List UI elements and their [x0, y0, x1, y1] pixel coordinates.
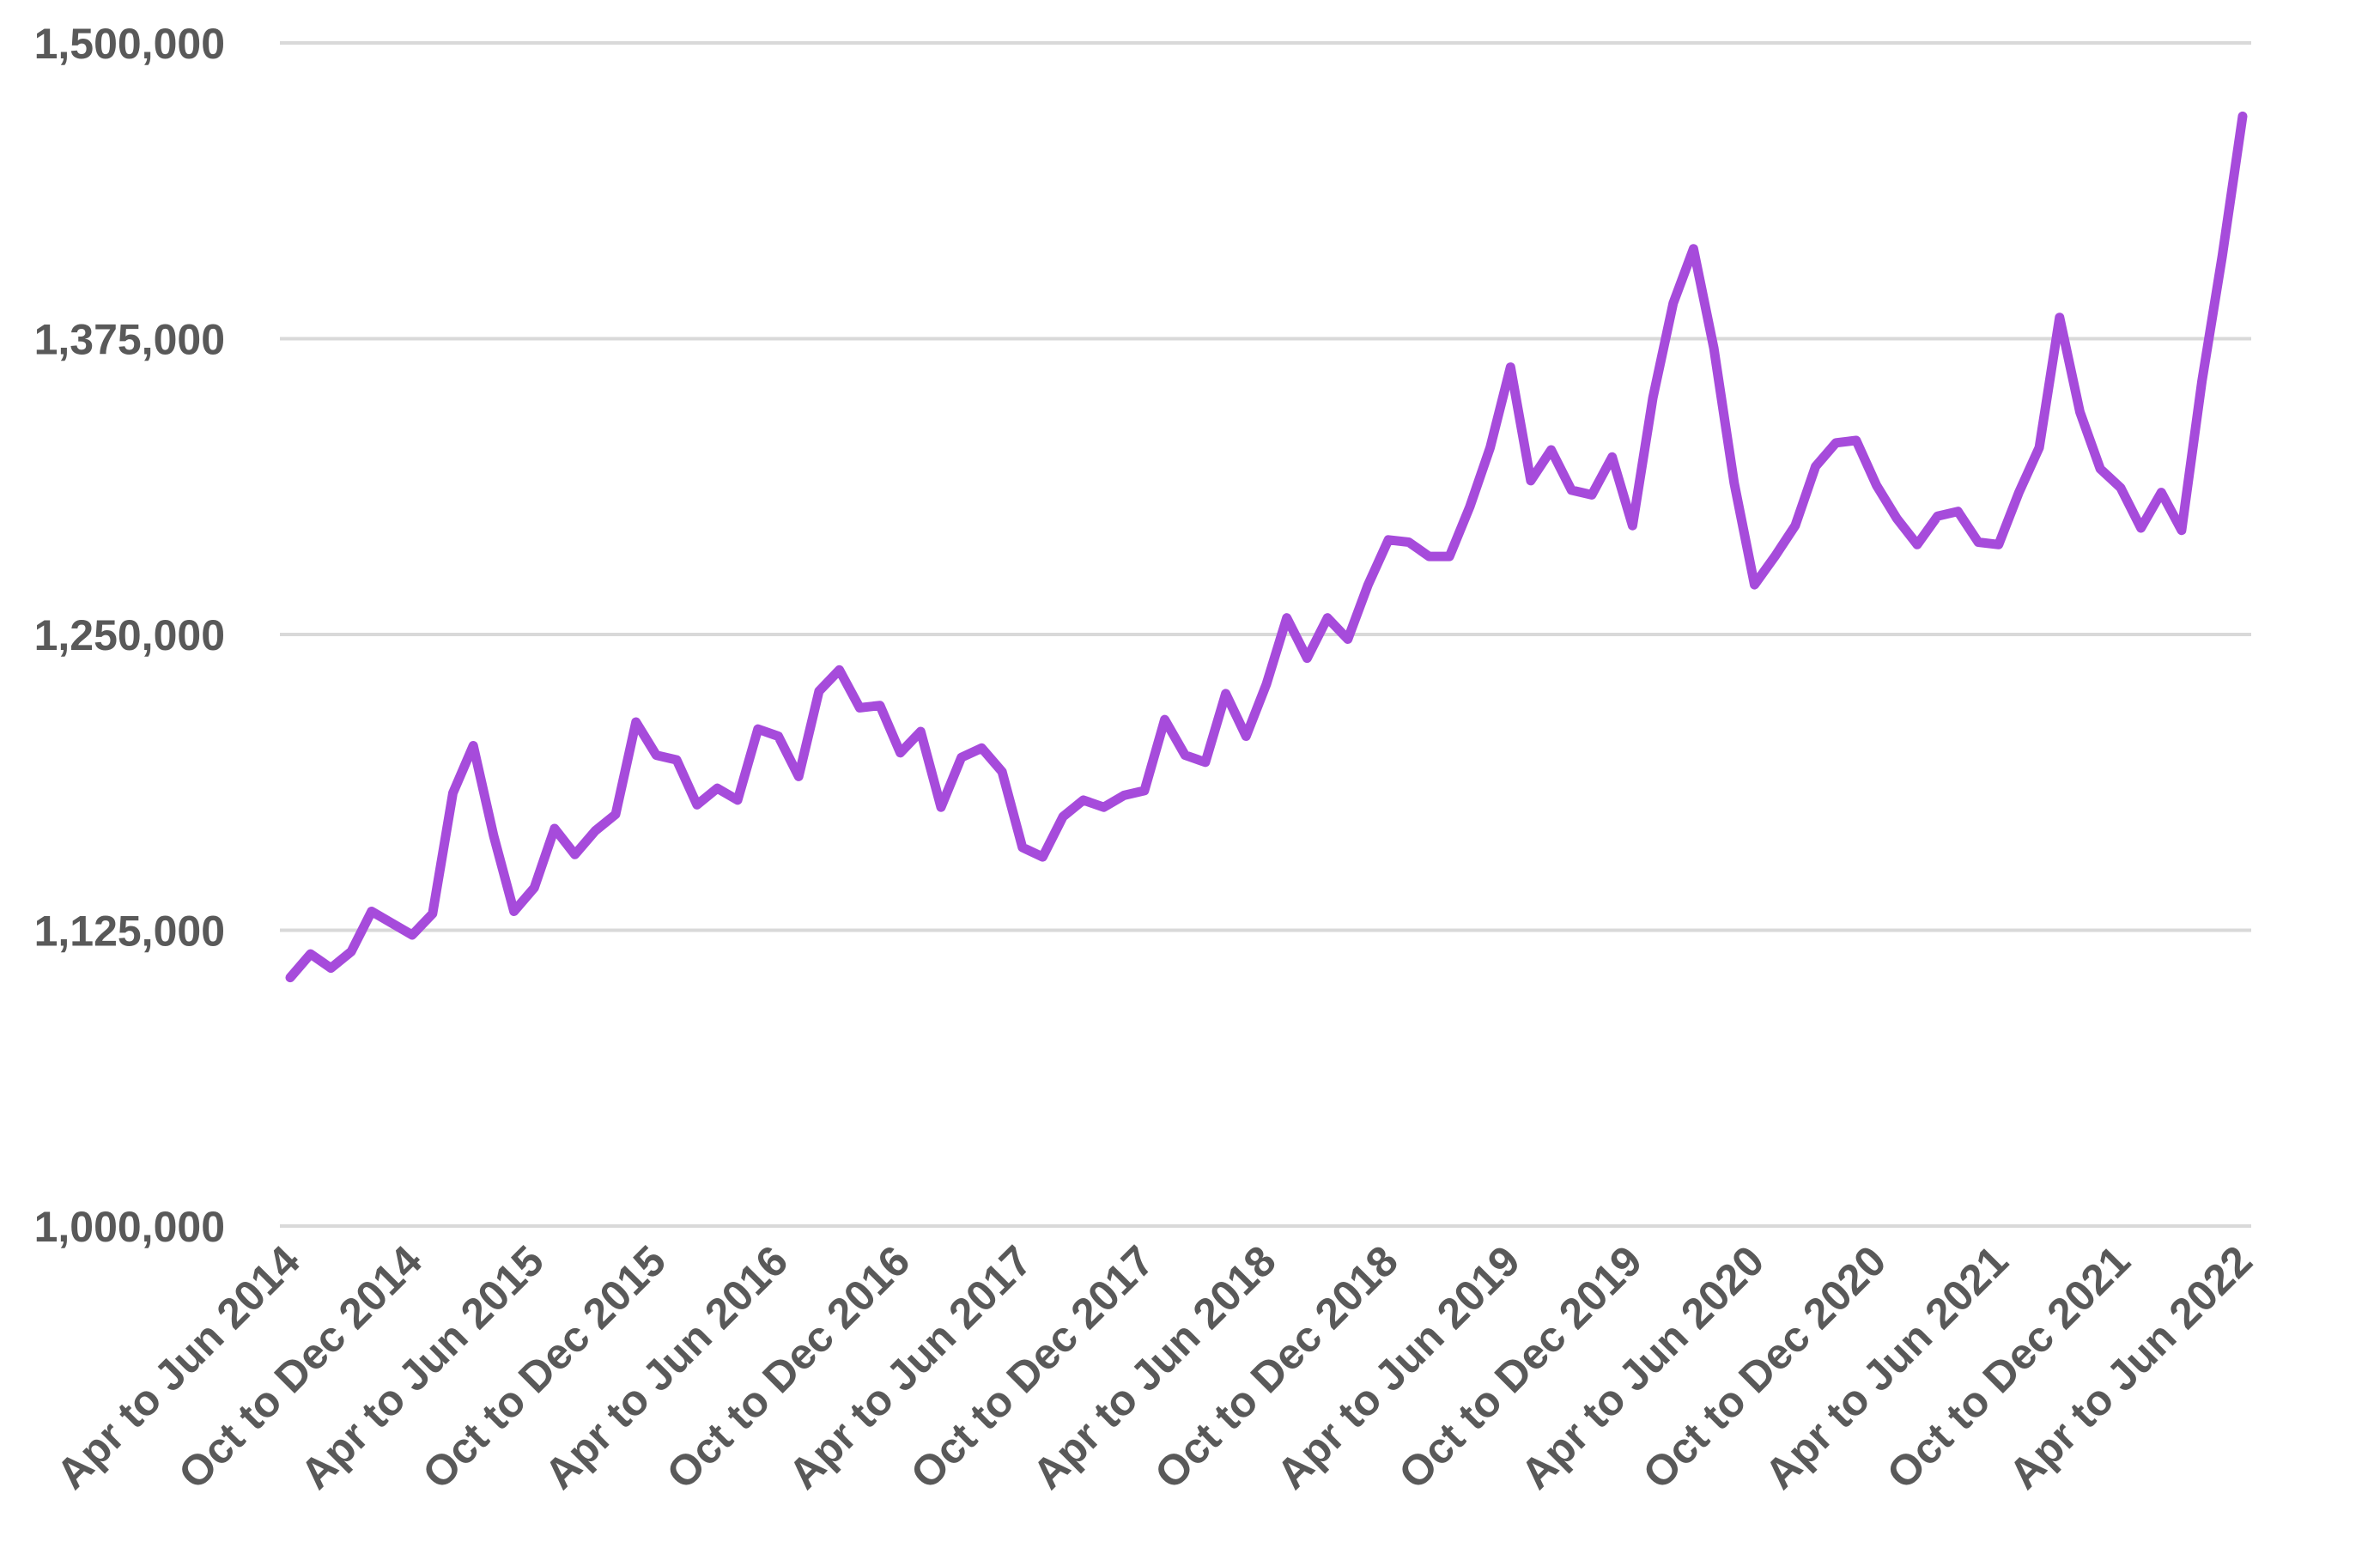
y-tick-label: 1,125,000	[34, 908, 225, 956]
gridlines	[280, 41, 2251, 1228]
y-axis-tick-labels: 1,000,000 1,125,000 1,250,000 1,375,000 1,50…	[34, 20, 225, 1251]
series-layer	[285, 111, 2248, 983]
y-tick-label: 1,375,000	[34, 316, 225, 364]
y-tick-label: 1,250,000	[34, 611, 225, 659]
series-line	[285, 111, 2248, 983]
y-tick-label: 1,000,000	[34, 1203, 225, 1251]
y-tick-label: 1,500,000	[34, 20, 225, 68]
